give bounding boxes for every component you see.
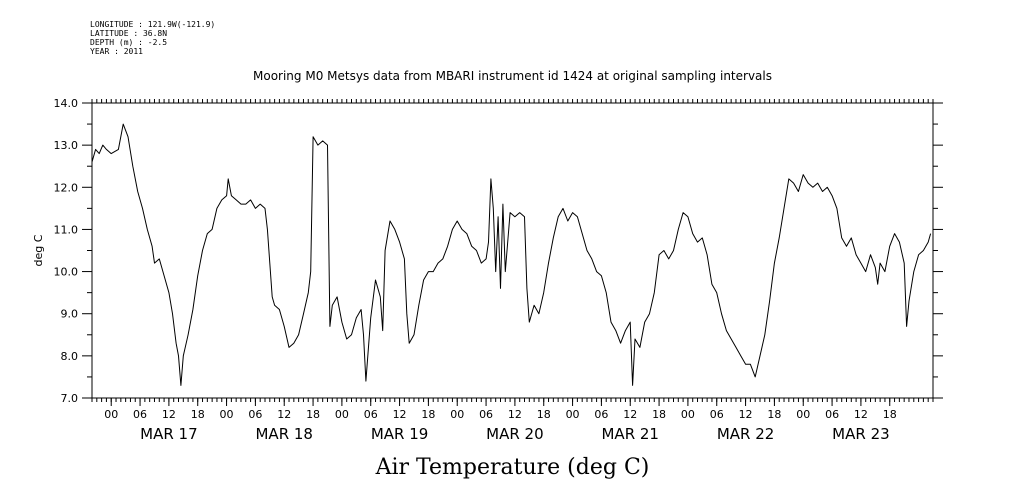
year-text: YEAR : 2011 [90,47,143,56]
x-hour-label: 12 [508,408,522,421]
y-tick-label: 13.0 [54,139,79,152]
x-hour-label: 06 [133,408,147,421]
x-hour-label: 18 [306,408,320,421]
x-day-label: MAR 20 [486,425,543,443]
x-hour-label: 18 [883,408,897,421]
y-axis-label: deg C [32,234,45,266]
y-tick-label: 11.0 [54,223,79,236]
x-hour-label: 00 [104,408,118,421]
x-day-label: MAR 22 [717,425,774,443]
y-tick-label: 12.0 [54,181,79,194]
x-hour-label: 00 [220,408,234,421]
chart-title: Mooring M0 Metsys data from MBARI instru… [253,69,772,83]
x-day-label: MAR 23 [832,425,889,443]
x-hour-label: 00 [796,408,810,421]
plot-frame [91,102,934,399]
x-hour-label: 12 [393,408,407,421]
y-tick-label: 8.0 [61,350,79,363]
series-line [91,123,932,386]
x-hour-label: 00 [450,408,464,421]
x-hour-label: 12 [277,408,291,421]
latitude-text: LATITUDE : 36.8N [90,29,168,38]
x-hour-label: 18 [767,408,781,421]
x-hour-label: 06 [364,408,378,421]
x-axis-label: Air Temperature (deg C) [375,455,650,480]
y-tick-label: 10.0 [54,266,79,279]
x-day-label: MAR 21 [601,425,658,443]
longitude-text: LONGITUDE : 121.9W(-121.9) [90,20,216,29]
x-hour-label: 12 [623,408,637,421]
x-hour-label: 12 [162,408,176,421]
x-hour-label: 06 [825,408,839,421]
series-layer [91,123,932,386]
x-hour-label: 18 [537,408,551,421]
x-day-label: MAR 17 [140,425,197,443]
depth-text: DEPTH (m) : -2.5 [90,38,168,47]
y-tick-label: 14.0 [54,97,79,110]
x-hour-label: 12 [739,408,753,421]
x-hour-label: 00 [566,408,580,421]
x-hour-label: 18 [421,408,435,421]
metadata-block: LONGITUDE : 121.9W(-121.9) LATITUDE : 36… [90,20,215,56]
y-tick-label: 9.0 [61,308,79,321]
x-day-label: MAR 18 [255,425,312,443]
line-chart: 7.0 8.0 9.0 10.0 11.0 12.0 13.0 14.0 00 06 12 18 00 0… [32,97,943,443]
x-hour-label: 06 [710,408,724,421]
axes: 7.0 8.0 9.0 10.0 11.0 12.0 13.0 14.0 00 06 12 18 00 0… [54,97,943,443]
x-hour-label: 00 [335,408,349,421]
x-day-label: MAR 19 [371,425,428,443]
x-hour-label: 06 [594,408,608,421]
x-hour-label: 06 [479,408,493,421]
x-hour-label: 18 [191,408,205,421]
x-hour-label: 06 [248,408,262,421]
x-hour-label: 12 [854,408,868,421]
x-hour-label: 00 [681,408,695,421]
x-hour-label: 18 [652,408,666,421]
y-tick-label: 7.0 [61,392,79,405]
